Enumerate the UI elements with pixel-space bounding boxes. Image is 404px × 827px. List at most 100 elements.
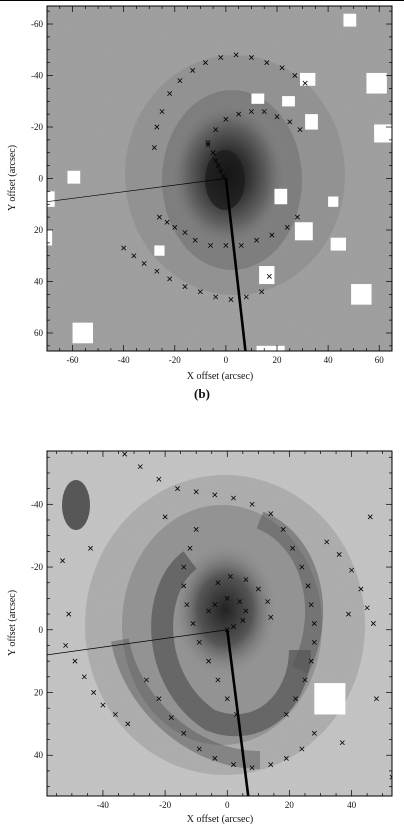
masked-region [47,191,55,207]
data-point [182,284,188,290]
data-point [208,242,214,248]
data-point [212,602,218,608]
x-tick-label: 60 [375,355,385,365]
y-tick-label: 0 [39,625,44,635]
masked-region [300,72,316,86]
panel-caption-b: (b) [194,386,210,401]
data-point [268,511,274,517]
data-point [234,711,240,717]
y-axis-title-bottom: Y offset (arcsec) [7,590,18,656]
panel-bottom: -40 -20 0 20 40 -40 -20 0 20 40 X offset (arcsec)… [7,450,393,825]
x-tick-label: 20 [273,355,283,365]
data-point [175,486,181,492]
data-point [346,611,351,617]
masked-region [154,245,165,256]
x-tick-label: 20 [285,800,295,810]
y-axis-title-top: Y offset (arcsec) [7,145,18,211]
data-point [302,677,308,683]
x-tick-label: 40 [324,355,334,365]
data-point [336,552,342,557]
data-point [192,237,198,243]
data-point [63,642,69,648]
data-point [279,65,285,71]
masked-region [351,284,372,305]
data-point [233,52,239,58]
data-point [172,224,178,230]
data-point [259,289,265,295]
data-point [249,765,255,771]
minor-axis-line [47,178,226,203]
data-point [223,116,229,122]
major-axis-line [224,178,247,351]
data-point [237,599,243,605]
masked-region [314,683,346,715]
masked-region [47,229,53,246]
data-point [159,109,165,115]
data-point [249,501,255,507]
y-tick-label: -20 [31,562,43,572]
data-point [196,746,202,752]
data-point [210,150,216,156]
data-point [339,740,345,746]
data-point [143,677,149,683]
data-point [187,545,193,551]
y-tick-label: 40 [34,276,44,286]
data-point [182,230,188,236]
data-point [213,127,219,133]
data-point [205,142,211,148]
data-point [358,586,364,592]
data-point [264,60,270,66]
data-point [243,608,249,614]
galaxy-image-top [47,6,392,351]
data-point [88,545,93,551]
data-point [248,109,254,115]
data-point [224,595,230,601]
masked-region [259,266,275,285]
data-point [287,119,293,125]
data-point [308,658,314,664]
data-point [218,55,224,60]
data-point [212,492,218,498]
data-point [66,611,72,617]
data-point [268,762,274,768]
plot-frame-bottom [46,450,393,797]
data-point [223,242,229,248]
y-tick-label: 60 [34,328,44,338]
x-tick-label: -60 [67,355,79,365]
data-point [367,514,373,520]
data-point [151,145,157,151]
data-point [168,715,174,721]
x-tick-label: 0 [225,800,230,810]
x-tick-label: -40 [97,800,109,810]
data-point [206,608,212,614]
data-point [100,702,106,708]
masked-region [251,93,265,104]
data-point [364,605,370,611]
x-tick-label: 40 [347,800,357,810]
data-point [215,677,221,683]
data-point [224,696,230,702]
x-tick-label: -20 [169,355,181,365]
data-point [156,476,162,482]
masked-region [374,124,392,143]
data-point [305,583,311,589]
data-point [154,124,160,130]
data-point [299,564,305,570]
y-tick-label: -40 [31,71,43,81]
data-point [261,109,267,115]
data-point [112,711,118,717]
data-point [181,730,187,736]
data-point [297,127,303,133]
data-point [389,774,392,780]
data-point [227,573,233,579]
x-tick-label: 0 [224,355,229,365]
masked-region [294,222,313,241]
data-point [81,674,87,680]
data-point [243,294,249,300]
data-point [167,276,173,282]
data-point [274,114,280,120]
data-point [193,526,199,532]
data-point [254,237,260,243]
data-point [181,564,187,570]
data-point [212,755,218,761]
